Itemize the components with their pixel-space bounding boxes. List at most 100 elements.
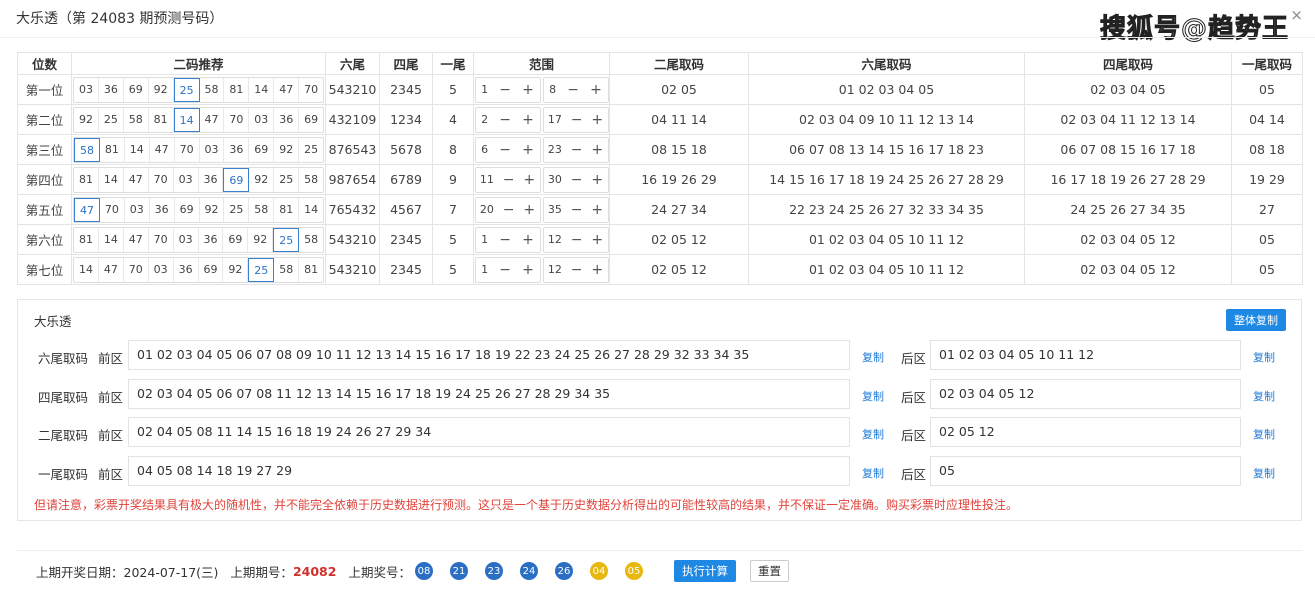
range-max-stepper[interactable]: 12− + xyxy=(542,256,609,283)
code-cell[interactable]: 70 xyxy=(100,197,125,222)
code-cell[interactable]: 36 xyxy=(199,167,224,192)
code-cell[interactable]: 58 xyxy=(249,197,275,222)
code-cell[interactable]: 25 xyxy=(274,167,300,192)
code-cell[interactable]: 92 xyxy=(274,137,300,162)
code-cell[interactable]: 70 xyxy=(149,227,174,252)
back-zone-field[interactable]: 01 02 03 04 05 10 11 12 xyxy=(930,340,1241,370)
code-cell[interactable]: 70 xyxy=(124,257,149,282)
code-cell[interactable]: 58 xyxy=(200,77,225,102)
code-cell[interactable]: 47 xyxy=(124,167,149,192)
plus-icon[interactable]: + xyxy=(522,261,534,278)
back-zone-field[interactable]: 02 03 04 05 12 xyxy=(930,378,1241,409)
minus-icon[interactable]: − xyxy=(499,141,511,158)
code-cell[interactable]: 81 xyxy=(224,77,250,102)
code-cell[interactable]: 25 xyxy=(273,227,300,252)
front-zone-field[interactable]: 02 04 05 08 11 14 15 16 18 19 24 26 27 2… xyxy=(128,417,850,447)
code-cell[interactable]: 14 xyxy=(304,202,319,216)
run-button[interactable]: 执行计算 xyxy=(673,560,736,582)
code-cell[interactable]: 47 xyxy=(99,257,124,282)
copy-front-button[interactable]: 复制 xyxy=(862,389,884,403)
code-cell[interactable]: 47 xyxy=(200,107,225,132)
copy-back-button[interactable]: 复制 xyxy=(1253,428,1275,441)
range-min-stepper[interactable]: 1− + xyxy=(474,76,541,103)
code-cell[interactable]: 92 xyxy=(74,107,99,132)
plus-icon[interactable]: + xyxy=(591,111,604,128)
code-cell[interactable]: 47 xyxy=(274,77,300,102)
copy-back-button[interactable]: 复制 xyxy=(1253,389,1275,403)
code-cell[interactable]: 03 xyxy=(125,197,150,222)
code-cell[interactable]: 92 xyxy=(200,197,225,222)
code-cell[interactable]: 81 xyxy=(100,137,125,162)
code-cell[interactable]: 14 xyxy=(249,77,275,102)
code-cell[interactable]: 36 xyxy=(99,77,124,102)
code-cell[interactable]: 14 xyxy=(99,227,124,252)
plus-icon[interactable]: + xyxy=(522,231,534,248)
copy-back-button[interactable]: 复制 xyxy=(1253,351,1275,364)
range-max-stepper[interactable]: 12− + xyxy=(542,226,609,253)
range-max-stepper[interactable]: 35− + xyxy=(542,196,609,223)
code-cell[interactable]: 03 xyxy=(174,167,199,192)
code-cell[interactable]: 03 xyxy=(149,257,174,282)
copy-front-button[interactable]: 复制 xyxy=(862,428,884,441)
range-min-stepper[interactable]: 2− + xyxy=(474,106,541,133)
code-cell[interactable]: 25 xyxy=(304,142,319,156)
front-zone-field[interactable]: 04 05 08 14 18 19 27 29 xyxy=(128,455,850,486)
range-max-stepper[interactable]: 23− + xyxy=(542,136,609,163)
minus-icon[interactable]: − xyxy=(499,261,511,278)
plus-icon[interactable]: + xyxy=(523,201,536,218)
range-max-stepper[interactable]: 8− + xyxy=(542,76,609,103)
code-cell[interactable]: 36 xyxy=(224,137,250,162)
range-min-stepper[interactable]: 6− + xyxy=(474,136,541,163)
code-cell[interactable]: 36 xyxy=(274,107,300,132)
range-max-stepper[interactable]: 30− + xyxy=(542,166,609,193)
code-cell[interactable]: 03 xyxy=(200,137,225,162)
code-cell[interactable]: 47 xyxy=(150,137,175,162)
code-cell[interactable]: 58 xyxy=(274,257,300,282)
code-cell[interactable]: 58 xyxy=(304,232,319,246)
copy-back-button[interactable]: 复制 xyxy=(1253,466,1275,480)
code-cell[interactable]: 69 xyxy=(124,77,149,102)
range-min-stepper[interactable]: 20− + xyxy=(474,196,541,223)
range-min-stepper[interactable]: 1− + xyxy=(474,256,541,283)
code-cell[interactable]: 92 xyxy=(249,167,275,192)
code-cell[interactable]: 92 xyxy=(149,77,174,102)
plus-icon[interactable]: + xyxy=(591,201,604,218)
code-cell[interactable]: 36 xyxy=(150,197,175,222)
copy-front-button[interactable]: 复制 xyxy=(862,351,884,364)
plus-icon[interactable]: + xyxy=(522,81,534,98)
code-cell[interactable]: 03 xyxy=(249,107,275,132)
minus-icon[interactable]: − xyxy=(570,171,583,188)
code-cell[interactable]: 14 xyxy=(125,137,150,162)
code-cell[interactable]: 69 xyxy=(304,112,319,126)
plus-icon[interactable]: + xyxy=(523,171,536,188)
code-cell[interactable]: 58 xyxy=(74,137,100,162)
plus-icon[interactable]: + xyxy=(591,141,604,158)
minus-icon[interactable]: − xyxy=(502,171,515,188)
code-cell[interactable]: 25 xyxy=(224,197,250,222)
plus-icon[interactable]: + xyxy=(591,171,604,188)
minus-icon[interactable]: − xyxy=(570,111,583,128)
minus-icon[interactable]: − xyxy=(567,81,579,98)
range-min-stepper[interactable]: 11− + xyxy=(474,166,541,193)
minus-icon[interactable]: − xyxy=(502,201,515,218)
plus-icon[interactable]: + xyxy=(522,111,534,128)
code-cell[interactable]: 81 xyxy=(74,167,99,192)
code-cell[interactable]: 81 xyxy=(274,197,300,222)
range-max-stepper[interactable]: 17− + xyxy=(542,106,609,133)
front-zone-field[interactable]: 01 02 03 04 05 06 07 08 09 10 11 12 13 1… xyxy=(128,340,850,370)
code-cell[interactable]: 58 xyxy=(124,107,149,132)
code-cell[interactable]: 69 xyxy=(199,257,224,282)
code-cell[interactable]: 14 xyxy=(173,107,200,132)
copy-front-button[interactable]: 复制 xyxy=(862,466,884,480)
code-cell[interactable]: 03 xyxy=(174,227,199,252)
code-cell[interactable]: 25 xyxy=(173,77,200,102)
minus-icon[interactable]: − xyxy=(570,201,583,218)
copy-all-button[interactable]: 整体复制 xyxy=(1226,309,1286,331)
code-cell[interactable]: 69 xyxy=(223,167,250,192)
code-cell[interactable]: 47 xyxy=(124,227,149,252)
code-cell[interactable]: 03 xyxy=(74,77,99,102)
reset-button[interactable]: 重置 xyxy=(749,560,789,582)
code-cell[interactable]: 36 xyxy=(199,227,224,252)
code-cell[interactable]: 58 xyxy=(304,172,319,186)
minus-icon[interactable]: − xyxy=(570,141,583,158)
